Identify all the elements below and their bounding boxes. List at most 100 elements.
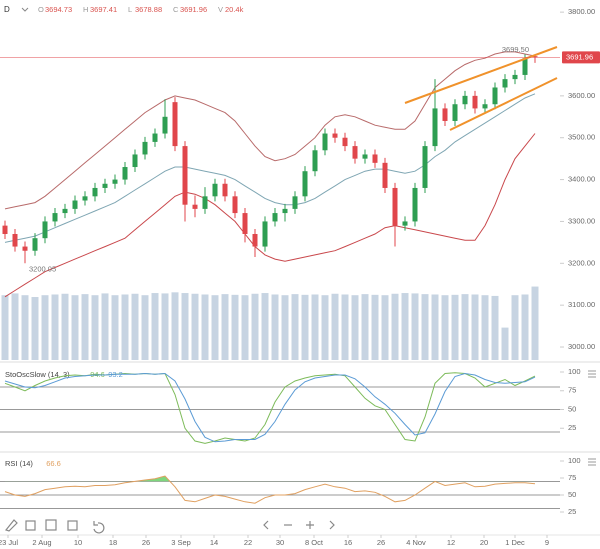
indicator-line <box>4 475 536 504</box>
volume-bar <box>381 295 389 360</box>
scroll-left[interactable] <box>263 520 269 530</box>
y-tick-label: 75 <box>568 386 576 395</box>
volume-bar <box>281 295 289 360</box>
candle-body <box>372 154 378 163</box>
volume-bar <box>161 293 169 360</box>
candle-body <box>282 208 288 214</box>
candle-body <box>432 108 438 147</box>
x-tick-label: 30 <box>276 538 284 547</box>
volume-bar <box>221 294 229 360</box>
volume-bar <box>441 295 449 360</box>
volume-bar <box>291 294 299 360</box>
volume-bar <box>311 294 319 360</box>
object-tool[interactable] <box>67 520 78 531</box>
candle-body <box>412 187 418 222</box>
candle-body <box>232 196 238 214</box>
ohlc-value: 3691.96 <box>180 5 207 14</box>
candle-body <box>442 108 448 121</box>
pane-menu[interactable] <box>588 370 596 378</box>
candle-body <box>202 196 208 209</box>
volume-bar <box>201 294 209 360</box>
pane-menu[interactable] <box>588 458 596 466</box>
scroll-right[interactable] <box>329 520 335 530</box>
x-tick-label: 18 <box>109 538 117 547</box>
candle-body <box>102 183 108 188</box>
volume-bar <box>261 293 269 360</box>
candle-body <box>112 179 118 184</box>
volume-bar <box>101 293 109 360</box>
y-tick-label: 3400.00 <box>568 175 595 184</box>
volume-bar <box>331 293 339 360</box>
ohlc-label: L <box>128 5 132 14</box>
zoom-in[interactable] <box>306 521 314 529</box>
y-tick-label: 3200.00 <box>568 258 595 267</box>
x-tick-label: 22 <box>244 538 252 547</box>
volume-bar <box>191 293 199 360</box>
y-tick-label: 50 <box>568 404 576 413</box>
toolbar <box>4 519 335 534</box>
candle-body <box>332 133 338 138</box>
x-tick-label: 20 <box>480 538 488 547</box>
ohlc-label: V <box>218 5 223 14</box>
x-tick-label: 10 <box>74 538 82 547</box>
volume-bar <box>451 294 459 360</box>
volume-bar <box>41 295 49 360</box>
candle-body <box>192 204 198 209</box>
candle-body <box>482 104 488 109</box>
ohlc-value: 20.4k <box>225 5 244 14</box>
candle-body <box>2 225 8 234</box>
ohlc-value: 3694.73 <box>45 5 72 14</box>
candle-body <box>342 137 348 147</box>
volume-bar <box>51 294 59 360</box>
volume-bar <box>171 292 179 360</box>
volume-bar <box>21 295 29 360</box>
candle-body <box>392 187 398 226</box>
volume-bar <box>251 293 259 360</box>
volume-bar <box>411 293 419 360</box>
volume-bar <box>431 294 439 360</box>
candle-body <box>212 183 218 197</box>
shape-tool[interactable] <box>25 520 36 531</box>
candle-body <box>502 79 508 88</box>
volume-bar <box>371 294 379 360</box>
undo-tool[interactable] <box>93 521 105 534</box>
candle-body <box>302 171 308 197</box>
volume-bar <box>61 293 69 360</box>
candle-body <box>262 221 268 247</box>
y-tick-label: 3000.00 <box>568 342 595 351</box>
volume-bar <box>471 294 479 360</box>
volume-bar <box>421 294 429 360</box>
candle-body <box>142 141 148 155</box>
volume-bar <box>141 295 149 360</box>
candle-body <box>92 187 98 197</box>
candle-body <box>12 234 18 247</box>
volume-bar <box>301 294 309 360</box>
y-tick-label: 3500.00 <box>568 133 595 142</box>
indicator-value: 66.6 <box>46 459 61 468</box>
ohlc-label: C <box>173 5 179 14</box>
ohlc-value: 3678.88 <box>135 5 162 14</box>
x-tick-label: 26 <box>142 538 150 547</box>
y-tick-label: 3100.00 <box>568 300 595 309</box>
draw-tool[interactable] <box>4 519 18 532</box>
trend-line <box>404 46 558 104</box>
volume-bar <box>461 294 469 360</box>
candle-body <box>402 221 408 226</box>
x-tick-label: 14 <box>210 538 218 547</box>
indicator-value: 93.2 <box>108 370 123 379</box>
candle-body <box>122 167 128 180</box>
volume-bar <box>211 295 219 360</box>
dropdown-icon[interactable] <box>21 7 29 12</box>
last-price-label: 3691.96 <box>566 52 593 61</box>
indicator-value: 94.6 <box>90 370 105 379</box>
candle-body <box>472 95 478 109</box>
indicator-title: RSI (14) <box>5 459 33 468</box>
volume-bar <box>361 294 369 360</box>
candle-body <box>462 95 468 105</box>
volume-bar <box>91 295 99 360</box>
volume-bar <box>511 295 519 360</box>
x-tick-label: 16 <box>344 538 352 547</box>
candle-body <box>322 133 328 151</box>
layout-tool[interactable] <box>45 519 57 531</box>
